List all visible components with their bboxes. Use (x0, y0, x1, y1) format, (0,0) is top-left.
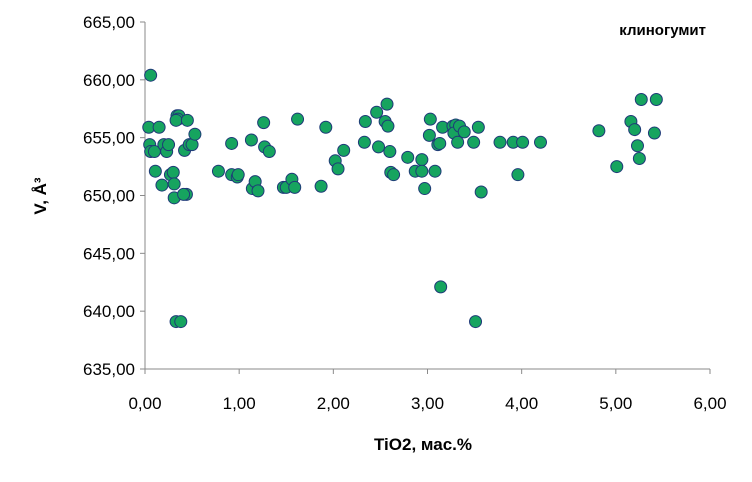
data-point (628, 123, 642, 137)
x-tick-label: 0,00 (128, 394, 161, 413)
data-point (469, 315, 483, 329)
data-point (162, 138, 176, 152)
data-point (291, 112, 305, 126)
y-tick-label: 645,00 (83, 244, 135, 263)
data-point (428, 164, 442, 178)
data-point (337, 143, 351, 157)
data-point (474, 185, 488, 199)
data-point (383, 145, 397, 159)
data-point (167, 177, 181, 191)
data-point (471, 120, 485, 134)
data-point (433, 136, 447, 150)
data-point (288, 180, 302, 194)
y-tick-label: 660,00 (83, 71, 135, 90)
data-point (357, 135, 371, 149)
data-point (177, 187, 191, 201)
data-point (166, 165, 180, 179)
data-point (372, 140, 386, 154)
data-point (422, 128, 436, 142)
data-point (634, 92, 648, 106)
data-point (331, 162, 345, 176)
y-axis-title: V, Å³ (31, 177, 50, 215)
data-point (632, 151, 646, 165)
data-point (188, 127, 202, 141)
data-point (418, 182, 432, 196)
data-point (380, 97, 394, 111)
data-points (142, 68, 663, 329)
data-point (534, 135, 547, 149)
data-point (434, 280, 448, 294)
x-axis-title: TiO2, мас.% (374, 435, 472, 454)
data-point (370, 105, 384, 119)
data-point (152, 120, 166, 134)
data-point (319, 120, 333, 134)
data-point (451, 135, 465, 149)
data-point (262, 145, 276, 159)
data-point (630, 139, 644, 153)
y-axis-ticks: 635,00 640,00 645,00 650,00 655,00 660,00 665,… (83, 13, 145, 379)
data-point (358, 114, 372, 128)
y-tick-label: 655,00 (83, 129, 135, 148)
data-point (511, 168, 525, 182)
data-point (169, 113, 183, 127)
x-axis-ticks: 0,00 1,00 2,00 3,00 4,00 5,00 6,00 (128, 369, 727, 413)
data-point (592, 124, 606, 138)
x-tick-label: 6,00 (693, 394, 726, 413)
y-tick-label: 650,00 (83, 187, 135, 206)
data-point (467, 135, 481, 149)
data-point (493, 135, 507, 149)
data-point (148, 164, 162, 178)
data-point (381, 119, 395, 133)
x-tick-label: 5,00 (599, 394, 632, 413)
data-point (314, 179, 328, 193)
data-point (423, 112, 437, 126)
data-point (231, 168, 245, 182)
x-tick-label: 1,00 (223, 394, 256, 413)
data-point (610, 160, 624, 174)
data-point (647, 126, 661, 140)
data-point (211, 164, 225, 178)
data-point (387, 168, 401, 182)
data-point (401, 150, 415, 164)
data-point (516, 135, 530, 149)
x-tick-label: 2,00 (317, 394, 350, 413)
data-point (257, 116, 271, 130)
data-point (415, 164, 429, 178)
chart-annotation: клиногумит (619, 22, 706, 39)
data-point (415, 153, 429, 167)
data-point (155, 178, 169, 192)
y-tick-label: 635,00 (83, 360, 135, 379)
data-point (457, 125, 471, 139)
y-tick-label: 665,00 (83, 13, 135, 32)
data-point (180, 113, 194, 127)
y-tick-label: 640,00 (83, 302, 135, 321)
plot-area (144, 22, 710, 370)
data-point (251, 184, 265, 198)
data-point (649, 92, 663, 106)
data-point (174, 315, 188, 329)
data-point (144, 68, 158, 82)
data-point (244, 133, 258, 147)
x-tick-label: 3,00 (411, 394, 444, 413)
data-point (225, 136, 239, 150)
x-tick-label: 4,00 (505, 394, 538, 413)
